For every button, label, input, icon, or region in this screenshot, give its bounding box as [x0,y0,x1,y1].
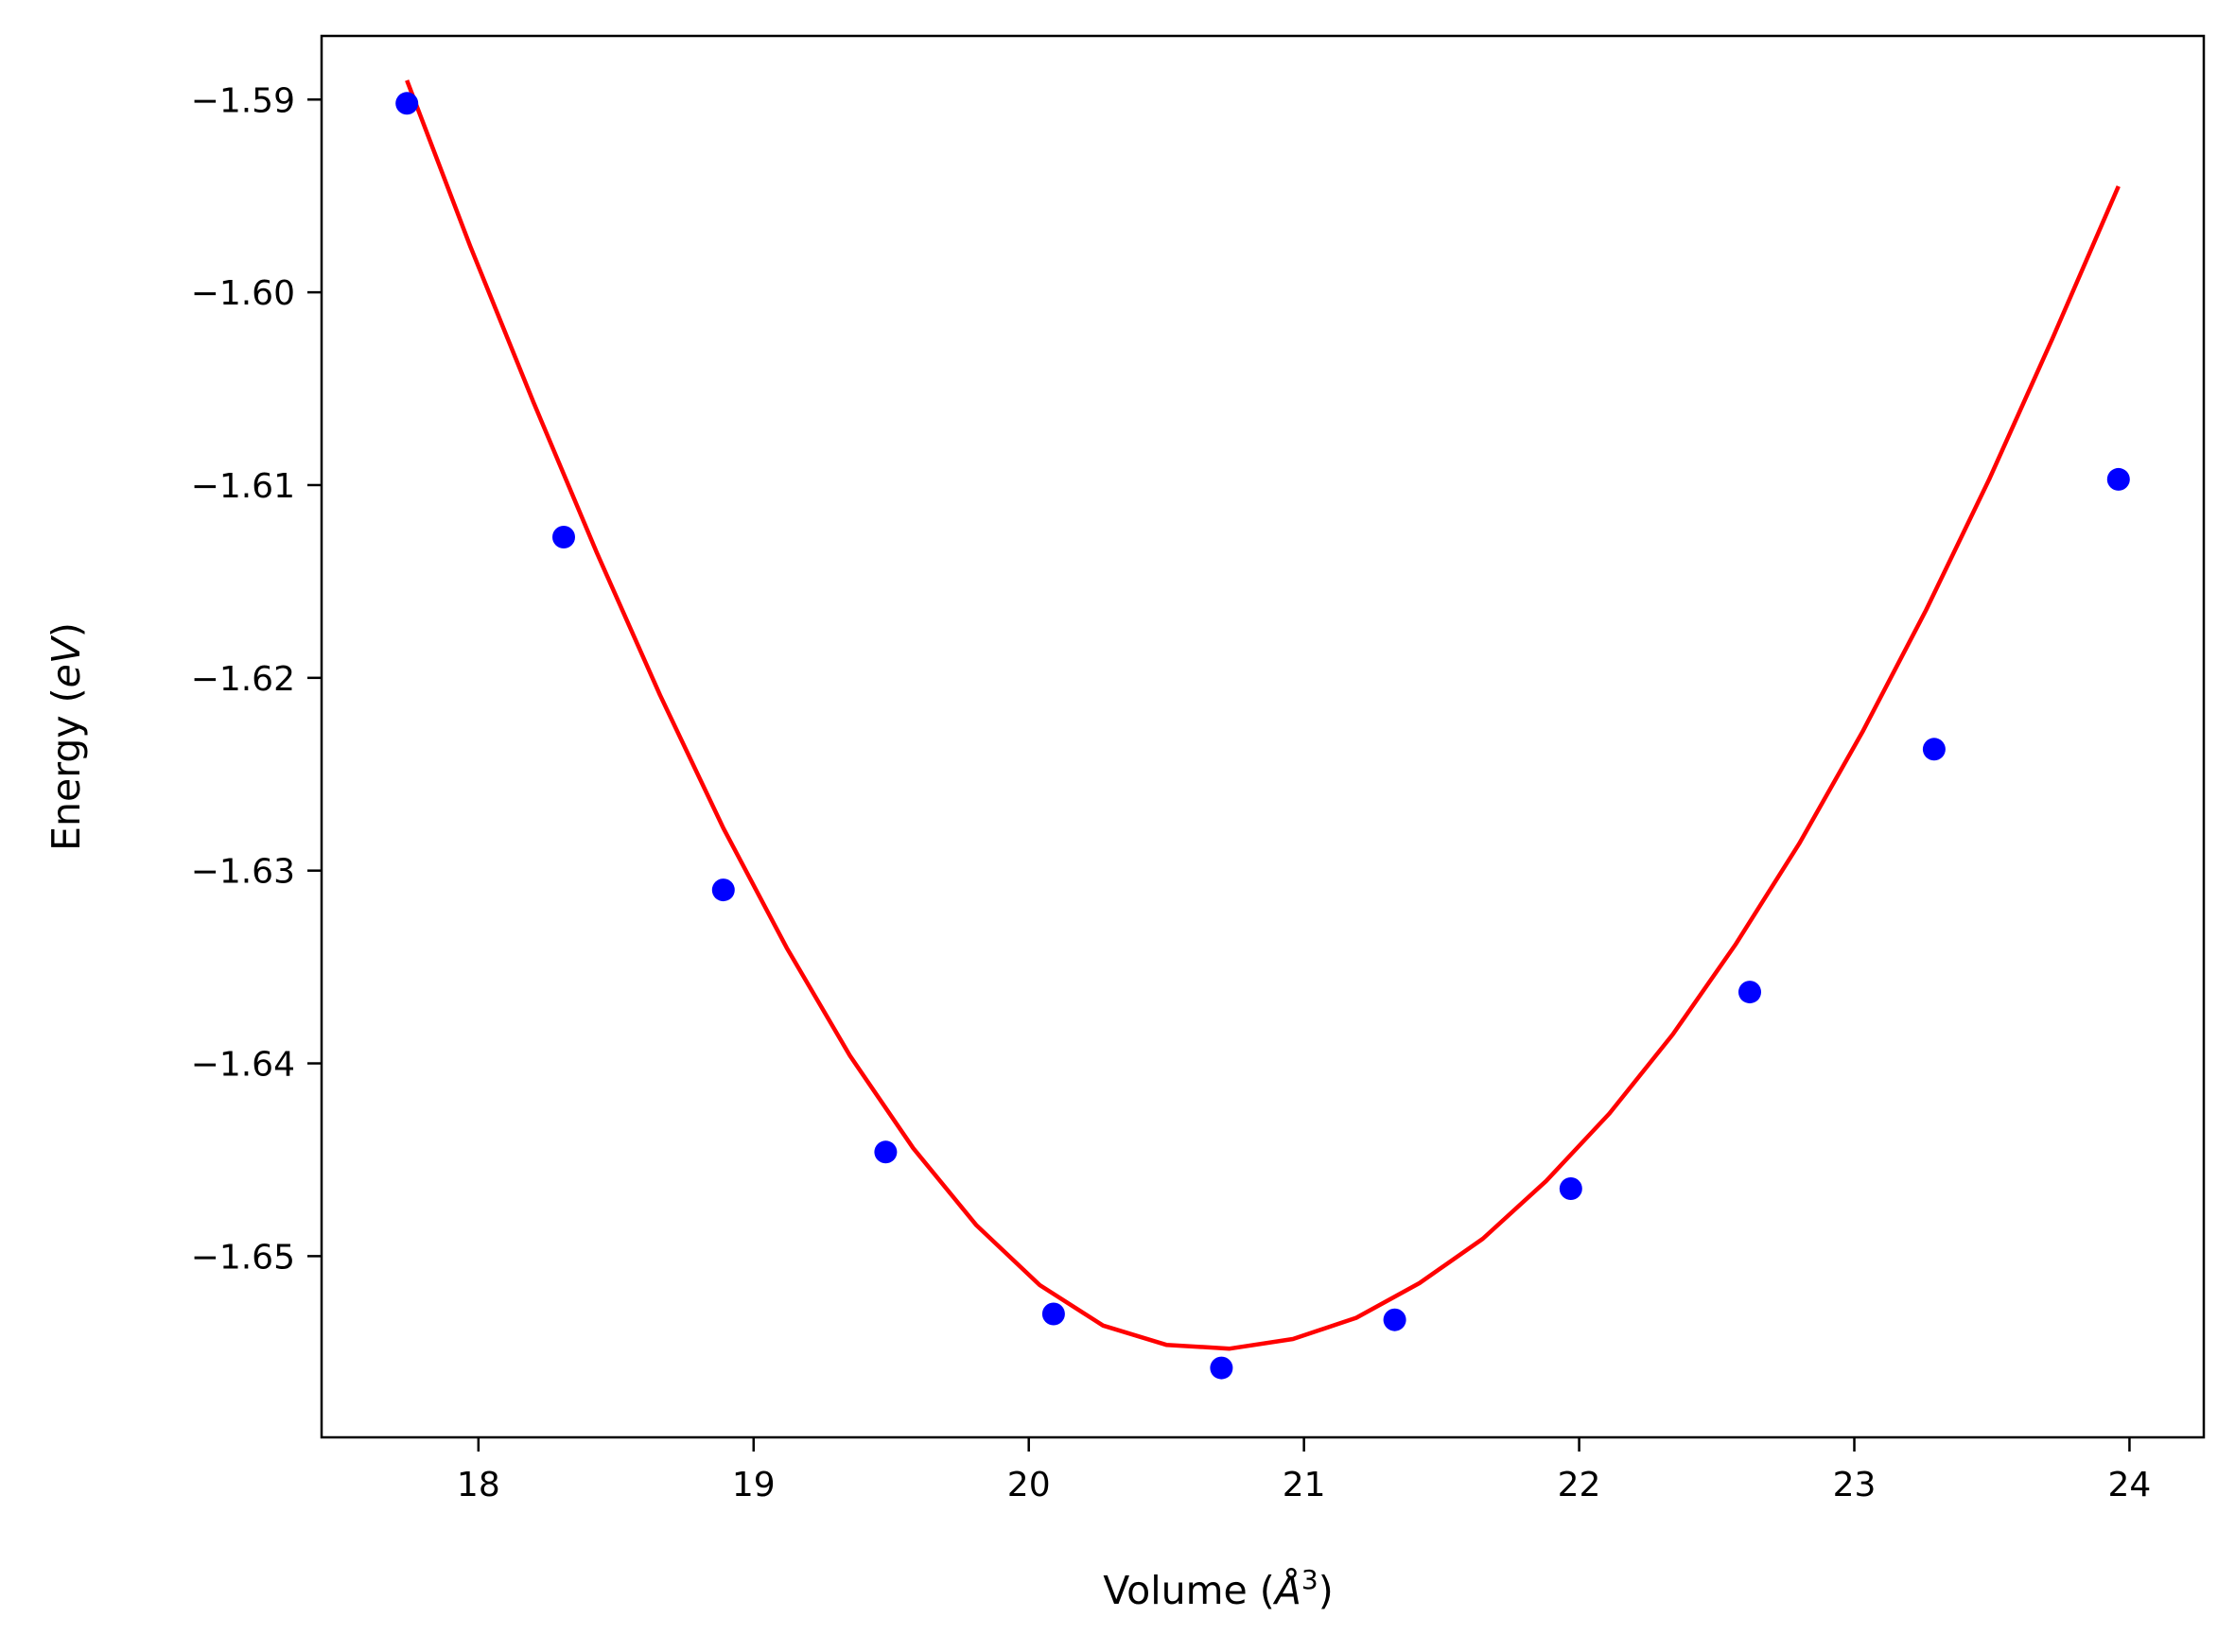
data-point [1738,981,1761,1004]
y-tick-label: −1.65 [191,1238,295,1277]
fit-curve [405,79,2121,1351]
data-point [552,526,575,548]
y-axis-label-suffix: ) [44,622,89,637]
data-point [1559,1177,1582,1200]
plot-frame [320,34,2206,1439]
x-axis-label-suffix: ) [1318,1568,1334,1613]
data-point [1041,1302,1065,1326]
y-axis-label-prefix: Energy ( [44,687,89,851]
x-tick-label: 22 [1558,1466,1601,1504]
y-tick-label: −1.60 [191,274,295,313]
data-point [874,1140,898,1164]
y-tick-label: −1.61 [191,467,295,506]
x-axis-label-superscript: 3 [1301,1564,1318,1595]
x-tick-label: 24 [2108,1466,2152,1504]
x-tick-label: 20 [1007,1466,1051,1504]
data-point [711,878,735,902]
x-tick-label: 18 [457,1466,500,1504]
plot-marks [395,79,2130,1380]
y-axis-ticks: −1.59 −1.60 −1.61 −1.62 −1.63 −1.64 −1.65 [191,81,322,1277]
data-point [395,92,419,115]
x-axis-label-symbol: Å [1272,1568,1301,1613]
y-tick-label: −1.64 [191,1046,295,1085]
x-axis-ticks: 18 19 20 21 22 23 24 [457,1437,2151,1504]
data-point [1383,1308,1406,1331]
data-point [2106,467,2130,491]
x-tick-label: 19 [732,1466,776,1504]
x-tick-label: 21 [1283,1466,1326,1504]
y-tick-label: −1.59 [191,81,295,120]
y-tick-label: −1.62 [191,660,295,699]
x-axis-label: Volume (Å3) [1103,1564,1333,1613]
data-point [1210,1356,1233,1380]
data-point [1922,738,1946,761]
x-axis-label-prefix: Volume ( [1103,1568,1275,1613]
x-tick-label: 23 [1833,1466,1877,1504]
y-axis-label: Energy (eV) [44,622,89,851]
y-tick-label: −1.63 [191,853,295,892]
y-axis-label-italic: eV [44,635,89,687]
